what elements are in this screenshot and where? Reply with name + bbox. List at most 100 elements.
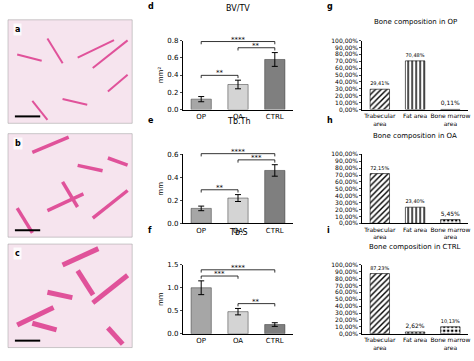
svg-text:**: ** [252,298,260,306]
svg-text:**: ** [252,42,260,50]
svg-text:OP: OP [196,113,206,121]
svg-text:90,00%: 90,00% [335,157,358,164]
svg-text:Bone marrowarea: Bone marrowarea [430,112,470,127]
svg-text:h: h [327,116,333,125]
svg-text:0.0: 0.0 [167,106,178,114]
svg-text:0,00%: 0,00% [339,330,358,337]
svg-text:87,23%: 87,23% [370,265,389,271]
svg-text:0,00%: 0,00% [339,219,358,226]
svg-text:****: **** [231,264,246,272]
svg-text:****: **** [231,36,246,44]
svg-text:90,00%: 90,00% [335,44,358,51]
svg-text:10,13%: 10,13% [441,318,460,324]
svg-text:50,00%: 50,00% [335,71,358,78]
svg-text:0,00%: 0,00% [339,106,358,113]
svg-text:100,00%: 100,00% [331,37,358,44]
svg-text:60,00%: 60,00% [335,64,358,71]
svg-text:0.0: 0.0 [167,220,178,228]
svg-text:a: a [15,25,20,34]
svg-text:0.4: 0.4 [167,71,179,79]
svg-text:mm²: mm² [157,67,165,84]
svg-text:g: g [327,2,333,11]
svg-text:30,00%: 30,00% [335,309,358,316]
svg-text:0.4: 0.4 [167,174,179,182]
svg-text:Fat area: Fat area [403,112,428,119]
svg-text:100,00%: 100,00% [331,150,358,157]
svg-text:****: **** [231,148,246,156]
svg-text:Tb.S: Tb.S [229,228,248,237]
svg-text:90,00%: 90,00% [335,268,358,275]
svg-text:OP: OP [196,227,206,235]
svg-text:CTRL: CTRL [266,227,284,235]
svg-text:OP: OP [196,337,206,345]
svg-text:50,00%: 50,00% [335,185,358,192]
svg-text:CTRL: CTRL [266,337,284,345]
svg-text:1.0: 1.0 [167,284,178,292]
svg-text:Trabeculararea: Trabeculararea [363,112,396,127]
svg-text:10,00%: 10,00% [335,99,358,106]
svg-text:Fat area: Fat area [403,336,428,343]
svg-text:80,00%: 80,00% [335,50,358,57]
svg-text:20,00%: 20,00% [335,206,358,213]
svg-text:OA: OA [233,113,243,121]
svg-text:b: b [15,139,21,148]
svg-text:80,00%: 80,00% [335,275,358,282]
svg-text:2,62%: 2,62% [405,322,424,329]
svg-text:Tb.Th: Tb.Th [227,117,250,126]
svg-text:10,00%: 10,00% [335,213,358,220]
svg-text:20,00%: 20,00% [335,316,358,323]
svg-text:i: i [327,226,330,235]
svg-text:0,11%: 0,11% [441,99,460,106]
svg-text:50,00%: 50,00% [335,295,358,302]
svg-text:70,00%: 70,00% [335,57,358,64]
svg-text:Bone marrowarea: Bone marrowarea [430,226,470,241]
svg-text:Bone composition in OA: Bone composition in OA [373,132,457,140]
svg-text:40,00%: 40,00% [335,78,358,85]
svg-text:80,00%: 80,00% [335,164,358,171]
svg-text:60,00%: 60,00% [335,178,358,185]
svg-text:5,45%: 5,45% [441,210,460,217]
svg-text:0.6: 0.6 [167,54,179,62]
svg-text:Fat area: Fat area [403,226,428,233]
svg-text:OA: OA [233,337,243,345]
svg-text:e: e [148,116,154,125]
svg-text:1.5: 1.5 [167,261,178,269]
svg-text:c: c [15,249,20,258]
svg-text:Trabeculararea: Trabeculararea [363,336,396,351]
svg-text:Bone composition in CTRL: Bone composition in CTRL [369,243,461,251]
svg-text:f: f [148,226,152,235]
svg-text:100,00%: 100,00% [331,261,358,268]
svg-text:30,00%: 30,00% [335,85,358,92]
svg-text:0.2: 0.2 [167,197,178,205]
svg-text:**: ** [216,184,224,192]
svg-text:mm: mm [157,182,165,196]
svg-text:CTRL: CTRL [266,113,284,121]
svg-text:Bone marrowarea: Bone marrowarea [430,336,470,351]
svg-text:***: *** [251,154,262,162]
svg-text:**: ** [216,69,224,77]
svg-text:0.0: 0.0 [167,330,178,338]
svg-text:70,48%: 70,48% [405,52,424,58]
svg-text:10,00%: 10,00% [335,323,358,330]
svg-text:72,15%: 72,15% [370,165,389,171]
svg-text:mm: mm [157,292,165,306]
svg-text:70,00%: 70,00% [335,171,358,178]
svg-text:0.6: 0.6 [167,151,179,159]
svg-text:40,00%: 40,00% [335,192,358,199]
svg-text:30,00%: 30,00% [335,199,358,206]
svg-text:***: *** [214,270,225,278]
svg-text:OA: OA [233,227,243,235]
svg-text:0.5: 0.5 [167,307,178,315]
svg-text:0.2: 0.2 [167,89,178,97]
svg-text:23,40%: 23,40% [405,198,424,204]
svg-text:60,00%: 60,00% [335,288,358,295]
svg-text:d: d [148,2,154,11]
svg-text:40,00%: 40,00% [335,302,358,309]
svg-text:70,00%: 70,00% [335,282,358,289]
svg-text:20,00%: 20,00% [335,92,358,99]
svg-text:Trabeculararea: Trabeculararea [363,226,396,241]
svg-text:29,41%: 29,41% [370,80,389,86]
svg-text:0.8: 0.8 [167,37,178,45]
svg-text:Bone composition in OP: Bone composition in OP [374,18,457,26]
svg-text:BV/TV: BV/TV [226,4,250,13]
